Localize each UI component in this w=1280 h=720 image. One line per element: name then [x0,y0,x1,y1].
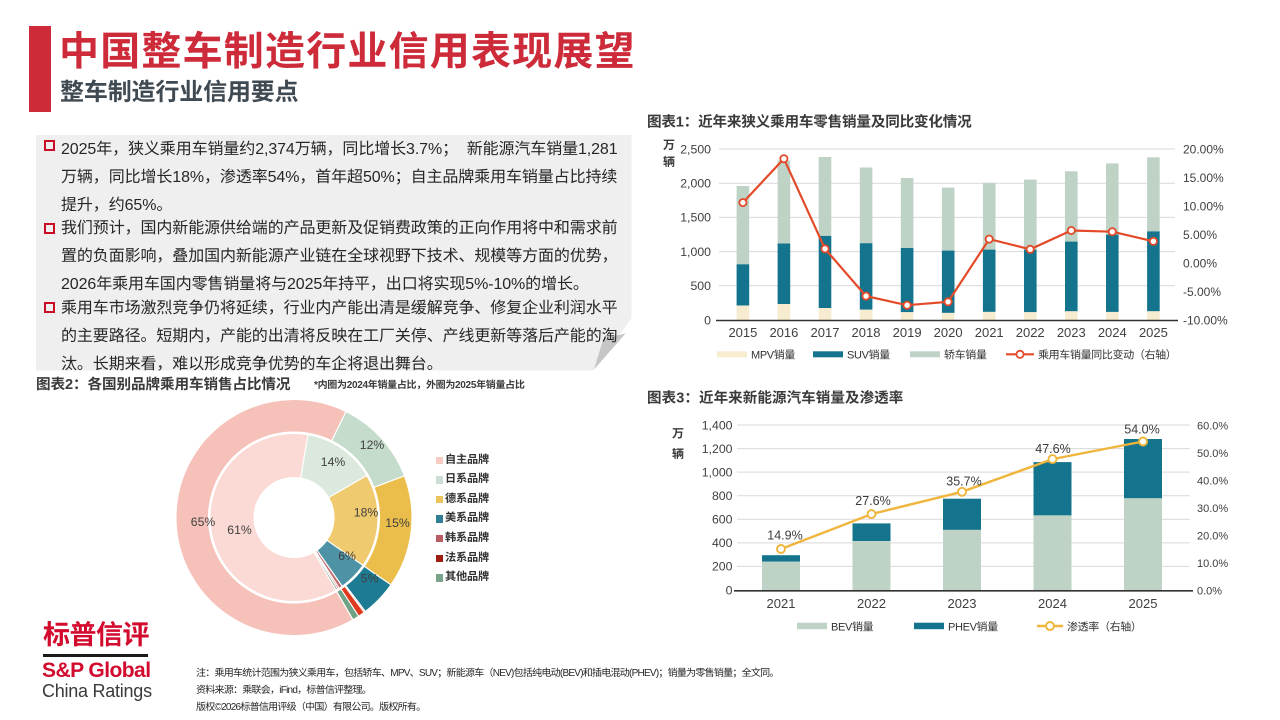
svg-text:50.0%: 50.0% [1197,448,1228,460]
svg-text:30.0%: 30.0% [1197,503,1228,515]
svg-text:60.0%: 60.0% [1197,420,1228,432]
svg-text:0: 0 [704,313,711,327]
svg-text:2019: 2019 [893,325,922,340]
svg-text:1,500: 1,500 [680,211,711,225]
svg-text:10.00%: 10.00% [1183,199,1224,213]
svg-text:500: 500 [690,279,711,293]
svg-text:0: 0 [726,583,733,597]
svg-text:47.6%: 47.6% [1035,442,1070,456]
svg-text:6%: 6% [338,549,356,563]
svg-text:2016: 2016 [769,325,798,340]
svg-text:20.00%: 20.00% [1183,142,1224,156]
svg-text:2025: 2025 [1129,596,1158,611]
svg-text:2021: 2021 [767,596,796,611]
svg-text:2018: 2018 [852,325,881,340]
svg-text:5.00%: 5.00% [1183,228,1217,242]
svg-text:2017: 2017 [811,325,840,340]
svg-text:1,400: 1,400 [702,418,733,432]
svg-text:SUV销量: SUV销量 [847,349,890,362]
svg-text:图表3：近年来新能源汽车销量及渗透率: 图表3：近年来新能源汽车销量及渗透率 [647,389,903,406]
svg-text:PHEV销量: PHEV销量 [948,621,998,634]
svg-text:400: 400 [712,536,733,550]
svg-text:20.0%: 20.0% [1197,530,1228,542]
svg-text:万: 万 [672,427,684,441]
svg-text:12%: 12% [360,438,385,452]
svg-text:65%: 65% [191,515,216,529]
svg-text:18%: 18% [354,506,379,520]
svg-text:辆: 辆 [672,447,684,461]
svg-text:MPV销量: MPV销量 [751,349,795,362]
svg-text:0.00%: 0.00% [1183,256,1217,270]
svg-text:2021: 2021 [975,325,1004,340]
svg-text:2024: 2024 [1098,325,1127,340]
svg-text:800: 800 [712,489,733,503]
svg-text:万: 万 [663,138,675,152]
svg-text:2022: 2022 [857,596,886,611]
svg-text:61%: 61% [227,523,252,537]
svg-text:27.6%: 27.6% [855,494,890,508]
svg-text:14.9%: 14.9% [767,529,802,543]
svg-text:1,200: 1,200 [702,442,733,456]
svg-text:2,500: 2,500 [680,142,711,156]
svg-text:BEV销量: BEV销量 [831,621,874,634]
svg-text:2023: 2023 [1057,325,1086,340]
svg-text:14%: 14% [321,455,346,469]
svg-text:35.7%: 35.7% [946,475,981,489]
svg-text:轿车销量: 轿车销量 [944,349,987,362]
svg-text:15.00%: 15.00% [1183,171,1224,185]
svg-text:-5.00%: -5.00% [1183,285,1221,299]
svg-text:40.0%: 40.0% [1197,475,1228,487]
svg-text:200: 200 [712,560,733,574]
svg-text:2022: 2022 [1016,325,1045,340]
svg-text:2020: 2020 [934,325,963,340]
svg-text:渗透率（右轴）: 渗透率（右轴） [1067,621,1142,634]
svg-text:乘用车销量同比变动（右轴）: 乘用车销量同比变动（右轴） [1038,349,1176,362]
svg-text:1,000: 1,000 [680,245,711,259]
svg-text:600: 600 [712,513,733,527]
svg-text:辆: 辆 [663,155,675,169]
svg-text:2015: 2015 [728,325,757,340]
svg-text:2024: 2024 [1038,596,1067,611]
svg-text:10.0%: 10.0% [1197,558,1228,570]
svg-text:15%: 15% [385,516,410,530]
svg-text:0.0%: 0.0% [1197,585,1222,597]
svg-text:2023: 2023 [948,596,977,611]
svg-text:2025: 2025 [1139,325,1168,340]
svg-text:1,000: 1,000 [702,465,733,479]
svg-text:图表1：近年来狭义乘用车零售销量及同比变化情况: 图表1：近年来狭义乘用车零售销量及同比变化情况 [647,114,972,131]
svg-text:-10.00%: -10.00% [1183,313,1228,327]
svg-text:2,000: 2,000 [680,177,711,191]
svg-text:54.0%: 54.0% [1124,423,1159,437]
svg-text:5%: 5% [361,572,379,586]
